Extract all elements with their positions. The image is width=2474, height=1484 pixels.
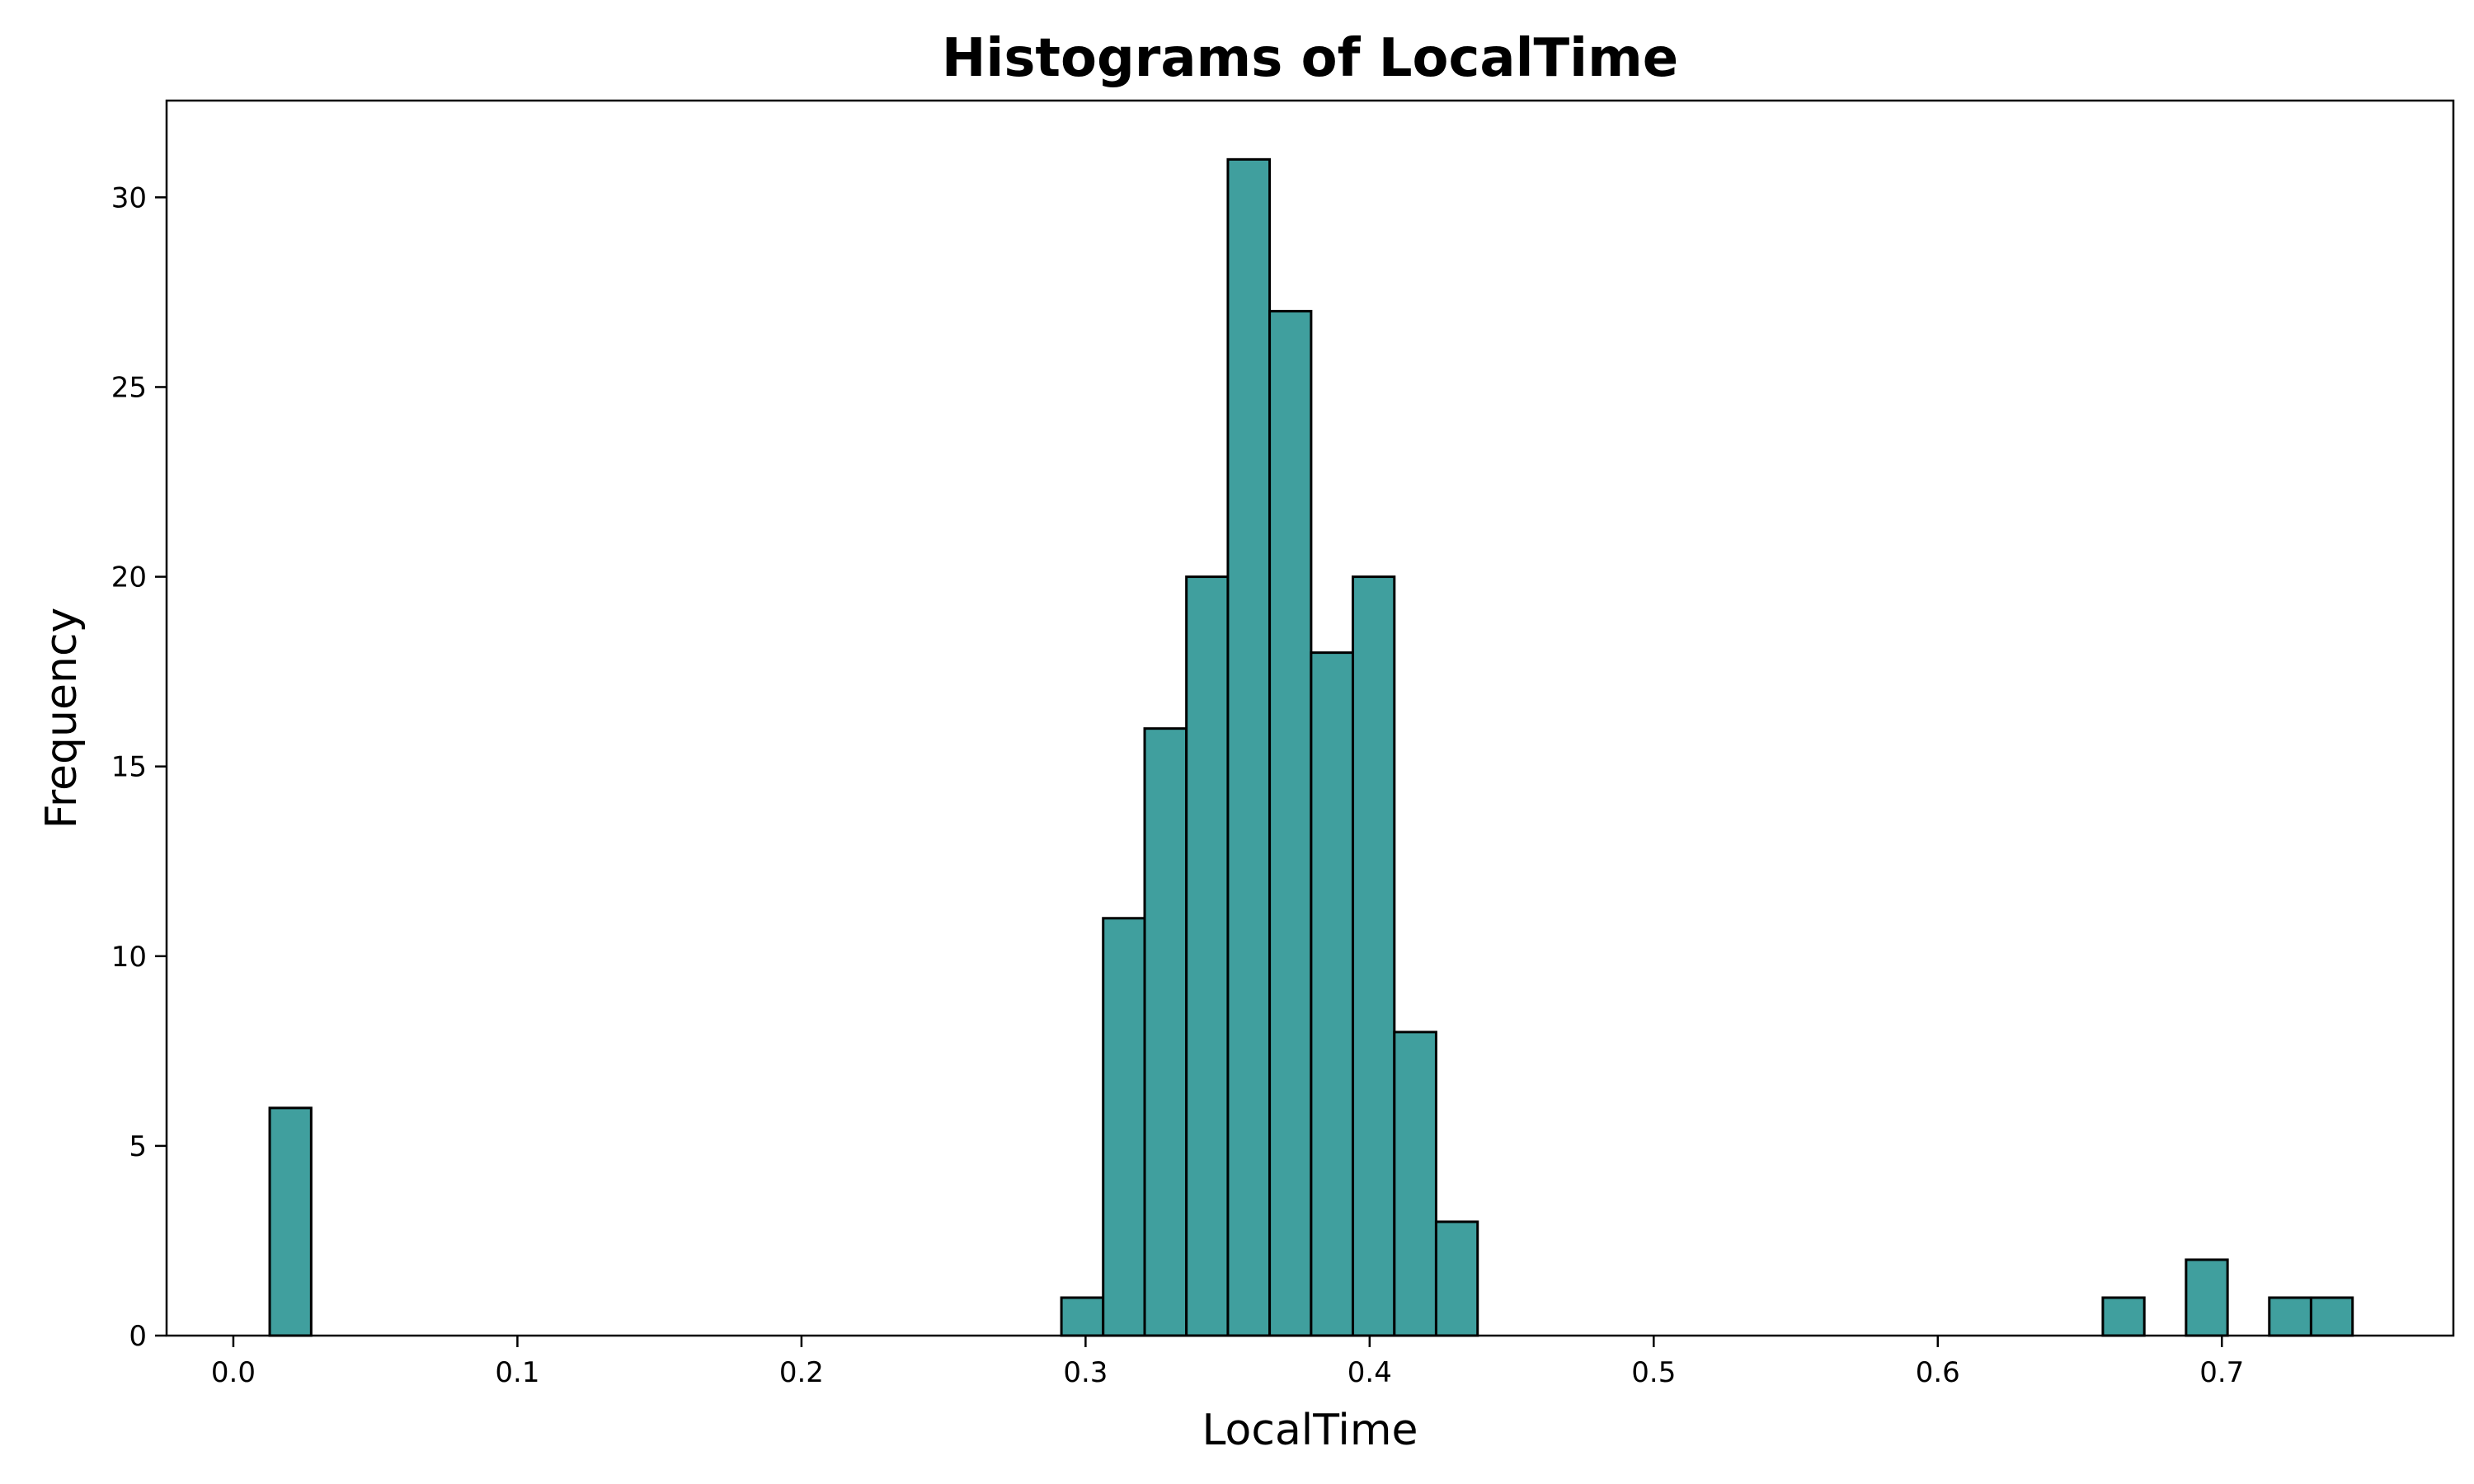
x-tick-label: 0.0 (211, 1356, 256, 1389)
y-tick-label: 5 (129, 1130, 147, 1163)
x-axis-title: LocalTime (1202, 1406, 1418, 1455)
histogram-bar-12 (2185, 1258, 2229, 1337)
axes-frame (165, 99, 2455, 1337)
x-tick-label: 0.1 (495, 1356, 539, 1389)
x-tick-label: 0.7 (2199, 1356, 2244, 1389)
histogram-bar-5 (1226, 157, 1272, 1337)
y-tick-label: 0 (129, 1320, 147, 1353)
histogram-bar-4 (1185, 575, 1230, 1337)
x-tick-label: 0.2 (779, 1356, 824, 1389)
y-tick-label: 10 (111, 941, 147, 974)
histogram-bar-1 (1060, 1296, 1105, 1337)
histogram-bar-3 (1143, 727, 1188, 1337)
histogram-bar-10 (1434, 1220, 1479, 1337)
histogram-bar-2 (1102, 917, 1146, 1337)
x-tick-label: 0.4 (1348, 1356, 1392, 1389)
x-tick-label: 0.3 (1063, 1356, 1108, 1389)
x-tick-label: 0.5 (1631, 1356, 1676, 1389)
histogram-bar-8 (1352, 575, 1396, 1337)
chart-title: Histograms of LocalTime (942, 28, 1678, 89)
histogram-bar-7 (1310, 651, 1355, 1337)
histogram-bar-6 (1268, 309, 1313, 1337)
y-tick-label: 20 (111, 561, 147, 594)
x-tick-label: 0.6 (1916, 1356, 1960, 1389)
histogram-bar-0 (268, 1106, 313, 1337)
histogram-bar-9 (1393, 1031, 1437, 1337)
histogram-bar-13 (2268, 1296, 2312, 1337)
y-axis-ticks: 0 5 10 15 20 25 30 (111, 181, 167, 1353)
bars-layer (268, 157, 2354, 1337)
y-tick-label: 15 (111, 751, 147, 784)
histogram-bar-14 (2309, 1296, 2354, 1337)
y-axis-title: Frequency (37, 608, 87, 829)
histogram-bar-11 (2101, 1296, 2146, 1337)
x-axis-ticks: 0.0 0.1 0.2 0.3 0.4 0.5 0.6 0.7 (211, 1336, 2244, 1389)
y-tick-label: 30 (111, 181, 147, 214)
y-tick-label: 25 (111, 371, 147, 404)
